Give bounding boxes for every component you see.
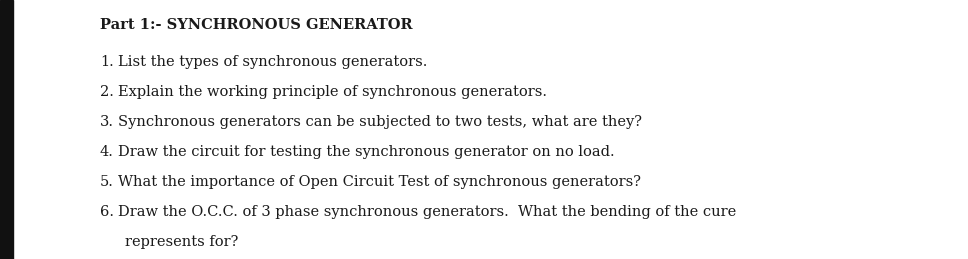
Text: Draw the O.C.C. of 3 phase synchronous generators.  What the bending of the cure: Draw the O.C.C. of 3 phase synchronous g… [118,205,737,219]
Text: 5.: 5. [100,175,114,189]
Text: 1.: 1. [100,55,114,69]
Text: List the types of synchronous generators.: List the types of synchronous generators… [118,55,428,69]
Text: Synchronous generators can be subjected to two tests, what are they?: Synchronous generators can be subjected … [118,115,642,129]
Text: Part 1:- SYNCHRONOUS GENERATOR: Part 1:- SYNCHRONOUS GENERATOR [100,18,412,32]
Bar [0,0,13,259]
Text: Draw the circuit for testing the synchronous generator on no load.: Draw the circuit for testing the synchro… [118,145,615,159]
Text: 4.: 4. [100,145,114,159]
Text: 3.: 3. [100,115,114,129]
Text: What the importance of Open Circuit Test of synchronous generators?: What the importance of Open Circuit Test… [118,175,641,189]
Text: represents for?: represents for? [125,235,238,249]
Text: Explain the working principle of synchronous generators.: Explain the working principle of synchro… [118,85,547,99]
Text: 2.: 2. [100,85,114,99]
Text: 6.: 6. [100,205,114,219]
